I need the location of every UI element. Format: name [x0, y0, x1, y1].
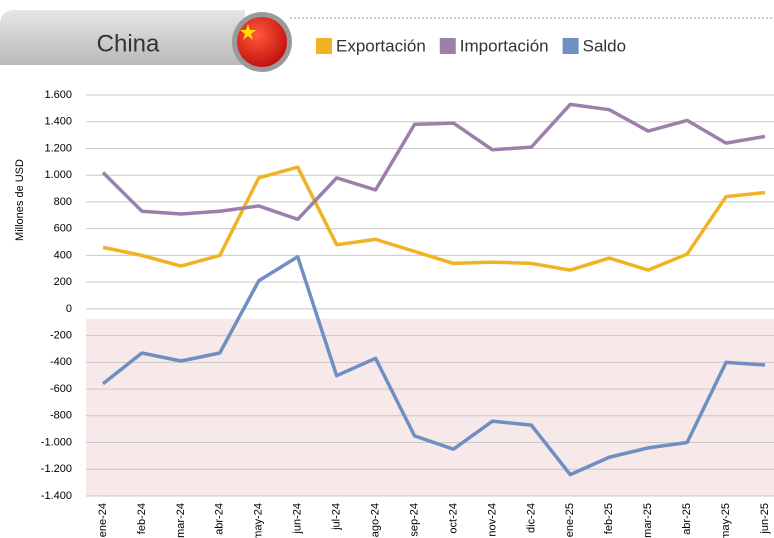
y-tick-label: 800 [54, 196, 72, 208]
x-tick-label: feb-25 [603, 503, 615, 534]
y-tick-label: -400 [50, 356, 72, 368]
flag-star [240, 24, 256, 40]
y-tick-label: -800 [50, 410, 72, 422]
legend-swatch [439, 38, 456, 54]
y-tick-label: -1.200 [41, 463, 72, 475]
y-tick-label: 1.200 [44, 142, 72, 154]
series-line [102, 165, 766, 272]
y-tick-label: -200 [50, 330, 72, 342]
y-tick-label: 1.400 [44, 116, 72, 128]
x-tick-label: ene-25 [564, 503, 576, 537]
x-tick-label: nov-24 [486, 503, 498, 537]
y-tick-label: -600 [50, 383, 72, 395]
y-tick-label: 400 [54, 249, 72, 261]
legend-swatch [562, 38, 579, 54]
x-tick-label: jun-24 [292, 503, 304, 535]
x-tick-label: jul-24 [331, 503, 343, 531]
x-tick-label: abr-25 [681, 503, 693, 535]
series-line [101, 102, 766, 222]
x-tick-label: abr-24 [214, 503, 226, 535]
x-tick-label: dic-24 [525, 503, 537, 533]
legend-swatch [316, 38, 332, 54]
y-tick-label: 0 [66, 303, 72, 315]
x-tick-label: ago-24 [369, 503, 381, 537]
flag [237, 17, 287, 67]
x-tick-label: oct-24 [447, 503, 459, 534]
negative-band [86, 318, 774, 496]
x-tick-label: may-25 [720, 503, 732, 538]
x-tick-label: may-24 [253, 503, 265, 538]
x-tick-label: sep-24 [408, 503, 420, 537]
y-tick-label: -1.000 [41, 436, 72, 448]
legend-label: Saldo [583, 36, 626, 55]
x-tick-label: mar-24 [175, 503, 187, 538]
y-tick-label: 1.000 [44, 169, 72, 181]
y-tick-label: 1.600 [44, 89, 72, 101]
chart-title: China [97, 30, 160, 57]
y-axis-label: Millones de USD [14, 159, 26, 241]
series-line [101, 254, 766, 477]
y-tick-label: 600 [54, 223, 72, 235]
y-tick-label: 200 [54, 276, 72, 288]
x-tick-label: ene-24 [97, 503, 109, 537]
x-tick-label: jun-25 [759, 503, 771, 535]
legend-label: Importación [460, 36, 549, 55]
x-tick-label: feb-24 [136, 503, 148, 534]
x-tick-label: mar-25 [642, 503, 654, 538]
legend-label: Exportación [336, 36, 426, 55]
header-tab [0, 10, 245, 65]
y-tick-label: -1.400 [41, 490, 72, 502]
